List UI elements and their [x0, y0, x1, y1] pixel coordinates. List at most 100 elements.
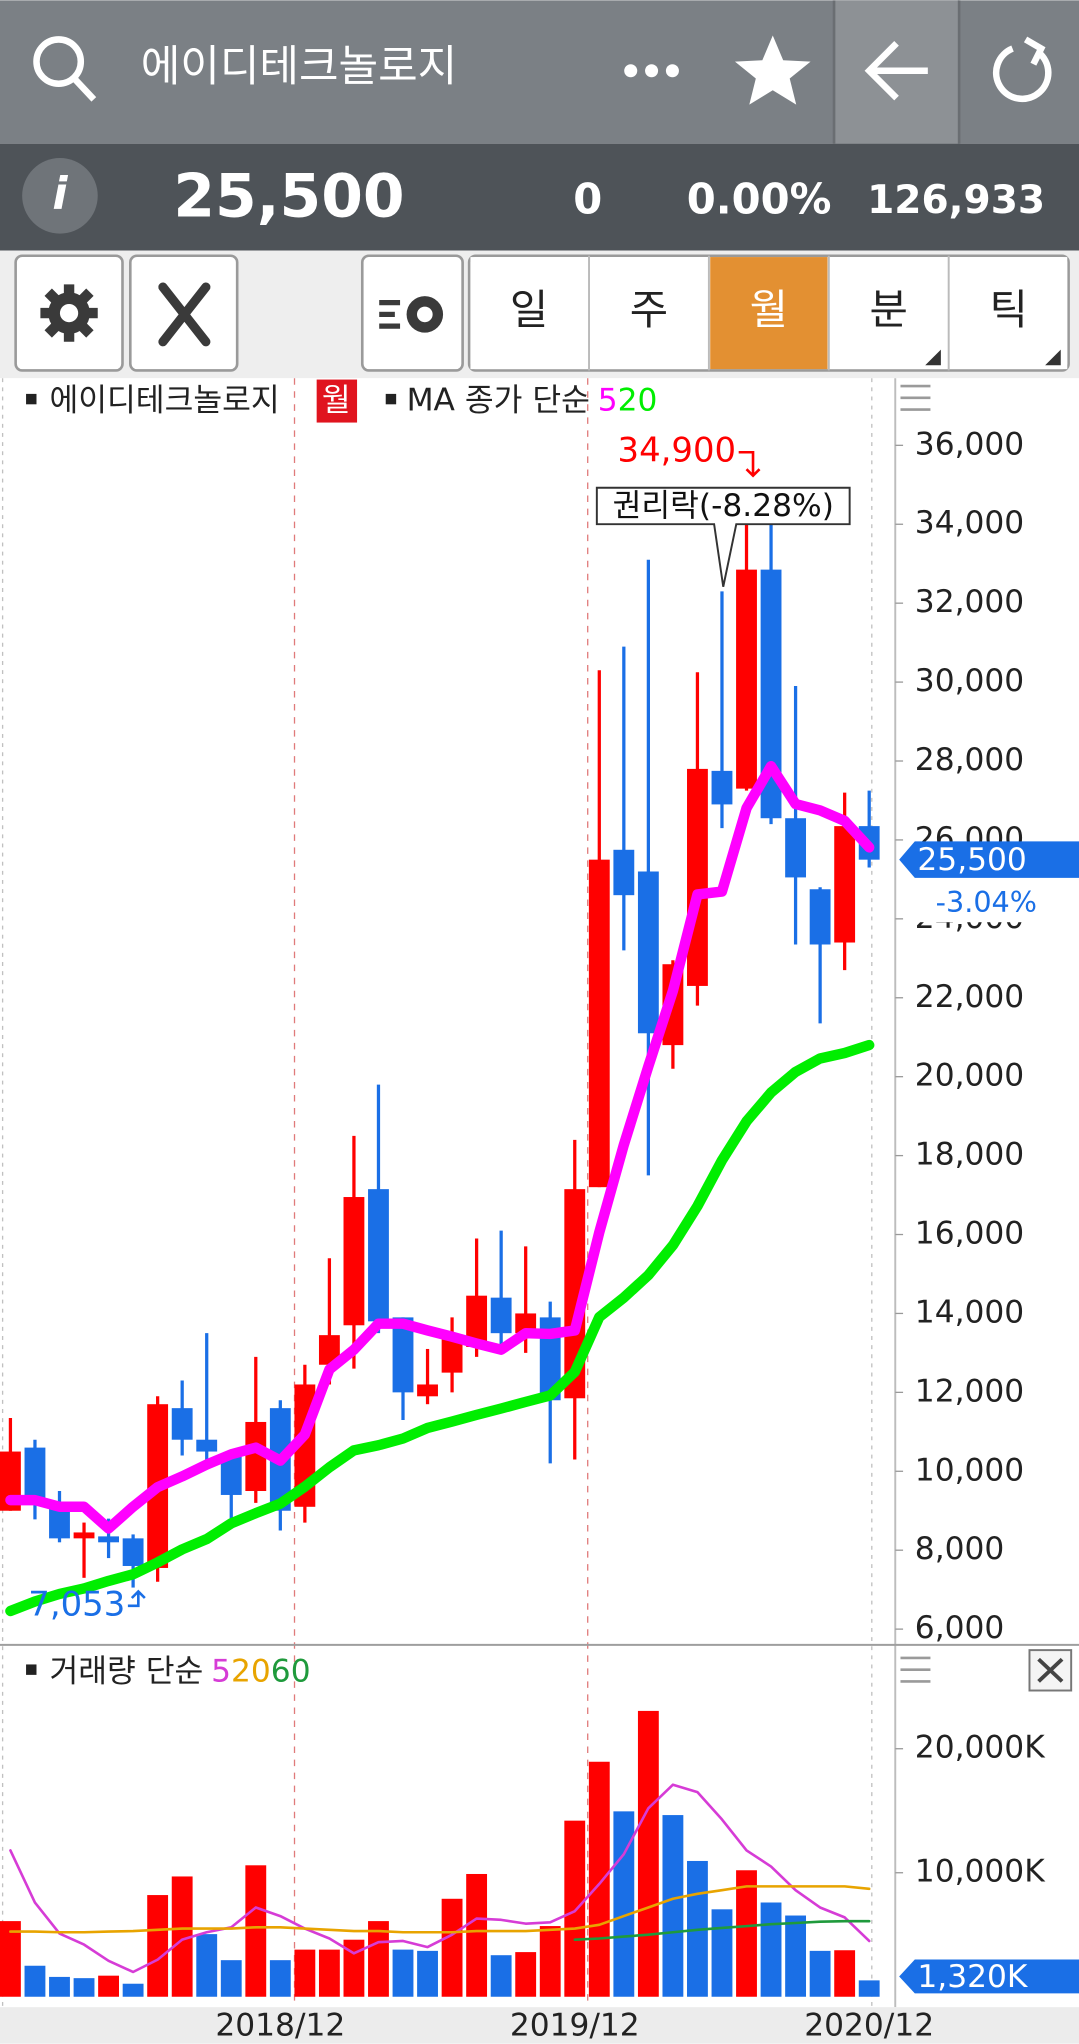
volume-bar [834, 1950, 856, 1997]
volume-bar [269, 1960, 291, 1997]
candle-body [368, 1189, 389, 1322]
y-tick-label: 14,000 [915, 1294, 1024, 1330]
change-rate: 0.00% [687, 174, 832, 223]
tab[interactable] [710, 257, 828, 370]
tab-label: 월 [750, 285, 788, 334]
volume-bar [662, 1815, 684, 1997]
volume-bar [343, 1939, 365, 1997]
candle-body [687, 768, 708, 986]
ma-line [5, 1039, 875, 1617]
y-tick-label: 22,000 [915, 979, 1024, 1015]
current-price: 25,500 [173, 161, 404, 231]
tab[interactable] [949, 257, 1068, 370]
candle-body [122, 1538, 144, 1566]
candle-body [343, 1197, 365, 1326]
info-icon: i [52, 169, 68, 220]
volume-bar [637, 1710, 659, 1997]
candle-body [73, 1532, 95, 1539]
volume-bar [515, 1952, 537, 1997]
volume-bar [368, 1921, 389, 1997]
candle-body [220, 1455, 242, 1495]
y-tick-label: 30,000 [915, 663, 1024, 699]
tab[interactable] [470, 257, 588, 370]
volume-bar [588, 1761, 610, 1997]
low-arrow [127, 1589, 146, 1608]
low-label: 7,053 [28, 1584, 125, 1623]
last-change-label: -3.04% [936, 885, 1037, 919]
volume-bar [0, 1921, 21, 1997]
more-icon[interactable] [624, 64, 679, 78]
volume-bar [539, 1926, 561, 1997]
volume-bar [171, 1876, 193, 1997]
volume-bar [711, 1909, 733, 1997]
last-price-label: 25,500 [917, 842, 1026, 878]
ma-label: MA 종가 단순 [407, 383, 590, 419]
event-label: 권리락(-8.28%) [613, 488, 834, 524]
candle-body [588, 859, 610, 1188]
tab[interactable] [590, 257, 708, 370]
volume-bar [785, 1915, 807, 1997]
volume-bar [441, 1898, 463, 1997]
change-bg [912, 885, 1056, 923]
volume-bar [760, 1902, 782, 1997]
volume-ma-label: 거래량 단순 [50, 1653, 204, 1689]
x-tick-label: 2019/12 [510, 2008, 640, 2044]
panel-menu-icon[interactable] [900, 1656, 931, 1683]
volume-bar [466, 1873, 488, 1997]
legend-entry: 20 [231, 1653, 271, 1689]
candle-body [834, 826, 856, 943]
favorite-icon[interactable] [734, 35, 811, 105]
high-label: 34,900 [618, 431, 737, 470]
legend-entries: 52060 [211, 1653, 311, 1689]
legend-entry: 60 [271, 1653, 311, 1689]
search-icon[interactable] [33, 36, 97, 102]
tab-label: 주 [630, 285, 668, 334]
y-tick-label: 28,000 [915, 742, 1024, 778]
y-tick-label: 6,000 [915, 1610, 1005, 1646]
volume-bar [490, 1955, 512, 1997]
indicator-icon [379, 296, 444, 333]
candle-body [613, 849, 635, 896]
settings-icon [40, 284, 98, 342]
panel-menu-icon[interactable] [900, 384, 931, 411]
refresh-icon[interactable] [992, 36, 1052, 103]
volume-bar [24, 1965, 46, 1997]
period-badge [316, 379, 358, 423]
tab-label: 분 [870, 285, 908, 334]
dropdown-marker [925, 349, 941, 366]
quote-bar [0, 143, 1079, 251]
plot: 6,000 8,000 10,000 12,000 14,000 16,000 18,000… [0, 426, 1079, 2044]
ma-line [5, 760, 875, 1534]
info-button[interactable] [22, 158, 98, 234]
volume-bar [245, 1865, 267, 1997]
legend-bullet [26, 393, 37, 405]
y-tick-label: 10,000 [915, 1452, 1024, 1488]
volume-bar [196, 1934, 218, 1997]
y-tick-label: 16,000 [915, 1216, 1024, 1252]
volume-bar [49, 1976, 70, 1997]
last-price-tag [899, 841, 1079, 878]
volume-bar [858, 1980, 880, 1997]
event-callout [595, 486, 851, 587]
volume-bar [564, 1820, 586, 1997]
last-volume-tag [899, 1959, 1079, 1994]
y-tick-label: 32,000 [915, 584, 1024, 620]
back-icon[interactable] [864, 41, 928, 101]
candle-body [171, 1408, 193, 1440]
legend-bullet [26, 1664, 37, 1675]
ma-line [9, 1885, 871, 1934]
last-volume-label: 1,320K [917, 1959, 1029, 1995]
legend-entry: 20 [618, 383, 658, 419]
ma-line [573, 1919, 871, 1941]
volume-bar [147, 1895, 169, 1997]
candle-body [24, 1447, 46, 1503]
tab-label: 일 [510, 285, 548, 334]
candle-body [196, 1439, 218, 1452]
candle-body [564, 1189, 586, 1399]
candle-body [98, 1536, 119, 1543]
volume-bar [613, 1811, 635, 1997]
y-tick-label: 18,000 [915, 1137, 1024, 1173]
tab[interactable] [830, 257, 948, 370]
volume-bar [220, 1960, 242, 1997]
